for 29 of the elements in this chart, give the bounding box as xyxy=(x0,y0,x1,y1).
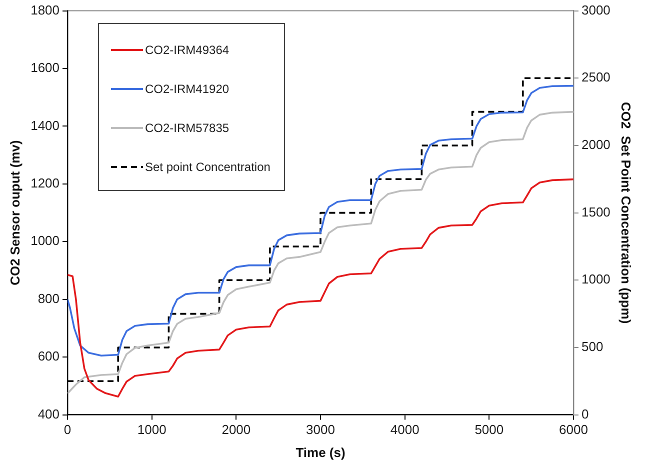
x-tick-label: 4000 xyxy=(390,422,420,438)
x-tick-label: 1000 xyxy=(137,422,166,438)
y2-tick-label: 2000 xyxy=(581,137,610,152)
y-tick-label: 1800 xyxy=(30,2,60,18)
x-axis-title: Time (s) xyxy=(296,444,346,460)
y2-tick-label: 1000 xyxy=(581,272,610,287)
x-tick-label: 2000 xyxy=(222,422,251,438)
legend-label: CO2-IRM49364 xyxy=(145,42,230,56)
y2-tick-label: 2500 xyxy=(581,70,610,85)
y-tick-label: 800 xyxy=(38,290,60,306)
y-tick-label: 600 xyxy=(38,348,60,364)
x-tick-label: 5000 xyxy=(474,422,504,438)
y2-tick-label: 500 xyxy=(581,339,604,354)
legend-label: CO2-IRM41920 xyxy=(145,82,230,96)
y2-tick-label: 3000 xyxy=(581,2,610,18)
y2-tick-label: 1500 xyxy=(581,204,610,220)
y2-tick-label: 0 xyxy=(581,406,589,422)
y-axis-title: CO2 Sensor ouput (mv) xyxy=(7,140,22,286)
y-tick-label: 1400 xyxy=(30,118,60,133)
y-tick-label: 1600 xyxy=(30,60,60,76)
y-tick-label: 400 xyxy=(38,406,60,422)
legend-label: Set point Concentration xyxy=(145,160,270,174)
y2-axis-title: CO2 Set Point Concentration (ppm) xyxy=(618,102,634,324)
y-tick-label: 1200 xyxy=(30,176,60,191)
legend-label: CO2-IRM57835 xyxy=(145,120,230,134)
x-tick-label: 3000 xyxy=(306,422,335,438)
x-tick-label: 0 xyxy=(64,422,72,438)
x-tick-label: 6000 xyxy=(559,422,588,438)
y-tick-label: 1000 xyxy=(30,233,60,248)
